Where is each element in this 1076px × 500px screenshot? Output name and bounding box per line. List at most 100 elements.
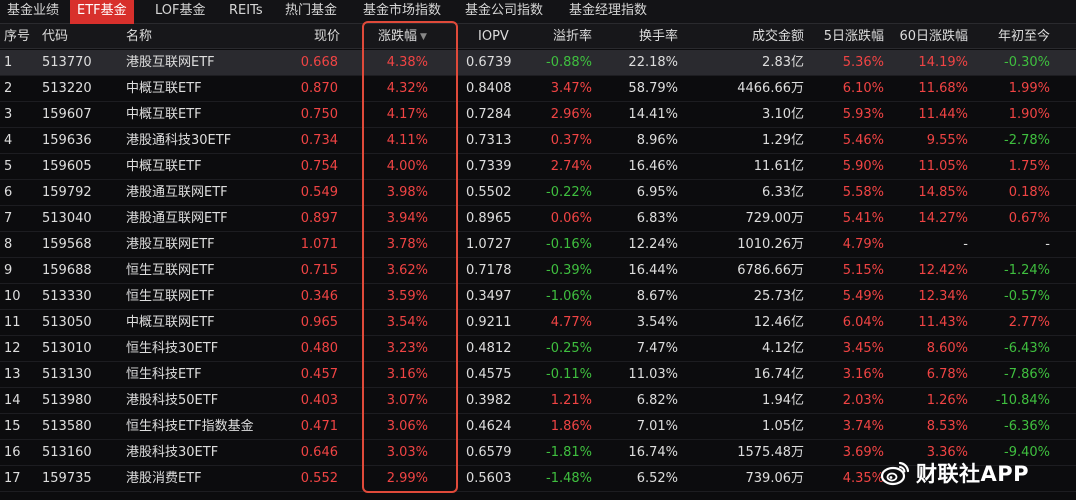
table-row[interactable]: 6 159792 港股通互联网ETF 0.549 3.98% 0.5502 -0.22% 6.… — [0, 180, 1076, 206]
tab-4[interactable]: 热门基金 — [285, 3, 338, 18]
table-row[interactable]: 11 513050 中概互联网ETF 0.965 3.54% 0.9211 4.77% 3.5… — [0, 310, 1076, 336]
cell-seq: 7 — [4, 211, 13, 226]
cell-code: 159568 — [42, 237, 92, 252]
col-header-change-pct[interactable]: 涨跌幅 ▼ — [378, 24, 448, 49]
table-row[interactable]: 1 513770 港股互联网ETF 0.668 4.38% 0.6739 -0.88% 22.… — [0, 50, 1076, 76]
cell-amount: 729.00万 — [745, 211, 805, 226]
cell-code: 513160 — [42, 445, 92, 460]
tab-5[interactable]: 基金市场指数 — [363, 3, 442, 18]
table-row[interactable]: 14 513980 港股科技50ETF 0.403 3.07% 0.3982 1.21% 6.… — [0, 388, 1076, 414]
col-header-ytd[interactable]: 年初至今 — [997, 29, 1050, 44]
cell-turnover: 16.74% — [628, 445, 678, 460]
cell-ytd: -9.40% — [1004, 445, 1050, 460]
col-header-code[interactable]: 代码 — [42, 29, 69, 44]
cell-code: 159688 — [42, 263, 92, 278]
cell-seq: 4 — [4, 133, 13, 148]
col-header-premium[interactable]: 溢折率 — [552, 29, 592, 44]
table-row[interactable]: 4 159636 港股通科技30ETF 0.734 4.11% 0.7313 0.37% 8.… — [0, 128, 1076, 154]
table-row[interactable]: 2 513220 中概互联ETF 0.870 4.32% 0.8408 3.47% 58.79… — [0, 76, 1076, 102]
table-row[interactable]: 13 513130 恒生科技ETF 0.457 3.16% 0.4575 -0.11% 11.… — [0, 362, 1076, 388]
tab-3[interactable]: REITs — [229, 3, 263, 18]
cell-seq: 12 — [4, 341, 21, 356]
table-row[interactable]: 12 513010 恒生科技30ETF 0.480 3.23% 0.4812 -0.25% 7… — [0, 336, 1076, 362]
table-row[interactable]: 17 159735 港股消费ETF 0.552 2.99% 0.5603 -1.48% 6.5… — [0, 466, 1076, 492]
cell-seq: 15 — [4, 419, 21, 434]
cell-seq: 3 — [4, 107, 13, 122]
cell-name: 中概互联ETF — [126, 107, 202, 122]
tab-1[interactable]: ETF基金 — [70, 0, 134, 24]
col-header-turnover[interactable]: 换手率 — [638, 29, 678, 44]
table-row[interactable]: 15 513580 恒生科技ETF指数基金 0.471 3.06% 0.4624 1.86%… — [0, 414, 1076, 440]
cell-name: 恒生科技ETF指数基金 — [126, 419, 254, 434]
cell-premium: -0.88% — [546, 55, 592, 70]
cell-name: 港股通互联网ETF — [126, 211, 228, 226]
cell-amount: 1575.48万 — [737, 445, 804, 460]
cell-chg60d: 12.42% — [918, 263, 968, 278]
cell-premium: 0.06% — [550, 211, 592, 226]
cell-code: 513050 — [42, 315, 92, 330]
col-header-chg60d[interactable]: 60日涨跌幅 — [899, 29, 968, 44]
cell-seq: 1 — [4, 55, 13, 70]
table-row[interactable]: 7 513040 港股通互联网ETF 0.897 3.94% 0.8965 0.06% 6.8… — [0, 206, 1076, 232]
cell-seq: 6 — [4, 185, 13, 200]
cell-name: 中概互联ETF — [126, 159, 202, 174]
cell-change-pct: 3.54% — [386, 315, 428, 330]
cell-name: 中概互联网ETF — [126, 315, 215, 330]
cell-turnover: 7.01% — [636, 419, 678, 434]
cell-code: 159605 — [42, 159, 92, 174]
cell-iopv: 0.7339 — [466, 159, 512, 174]
cell-chg60d: 11.43% — [918, 315, 968, 330]
cell-turnover: 6.95% — [636, 185, 678, 200]
watermark: 财联社APP — [880, 455, 1076, 491]
cell-iopv: 0.5502 — [466, 185, 512, 200]
table-row[interactable]: 10 513330 恒生互联网ETF 0.346 3.59% 0.3497 -1.06% 8.… — [0, 284, 1076, 310]
cell-chg60d: 6.78% — [926, 367, 968, 382]
cell-price: 0.750 — [300, 107, 338, 122]
table-row[interactable]: 9 159688 恒生互联网ETF 0.715 3.62% 0.7178 -0.39% 16.… — [0, 258, 1076, 284]
cell-amount: 16.74亿 — [753, 367, 804, 382]
tab-0[interactable]: 基金业绩 — [7, 3, 60, 18]
cell-chg5d: 2.03% — [842, 393, 884, 408]
cell-ytd: 0.18% — [1008, 185, 1050, 200]
tab-7[interactable]: 基金经理指数 — [569, 3, 648, 18]
col-header-name[interactable]: 名称 — [126, 29, 153, 44]
tab-6[interactable]: 基金公司指数 — [465, 3, 544, 18]
cell-seq: 11 — [4, 315, 21, 330]
cell-chg5d: 5.41% — [842, 211, 884, 226]
col-header-amount[interactable]: 成交金额 — [751, 29, 804, 44]
cell-name: 港股通互联网ETF — [126, 185, 228, 200]
cell-chg5d: 3.74% — [842, 419, 884, 434]
cell-chg5d: 5.93% — [842, 107, 884, 122]
tab-2[interactable]: LOF基金 — [155, 3, 206, 18]
cell-price: 0.480 — [300, 341, 338, 356]
col-header-seq[interactable]: 序号 — [4, 29, 31, 44]
sort-desc-icon: ▼ — [420, 32, 427, 42]
cell-ytd: -10.84% — [995, 393, 1050, 408]
table-header: 序号 代码 名称 现价 涨跌幅 ▼ IOPV 溢折率 换手率 成交金额 5日涨跌幅… — [0, 24, 1076, 49]
table-row[interactable]: 16 513160 港股科技30ETF 0.646 3.03% 0.6579 -1.81% 1… — [0, 440, 1076, 466]
cell-ytd: 2.77% — [1008, 315, 1050, 330]
cell-change-pct: 2.99% — [386, 471, 428, 486]
table-row[interactable]: 3 159607 中概互联ETF 0.750 4.17% 0.7284 2.96% 14.41… — [0, 102, 1076, 128]
cell-amount: 1.05亿 — [762, 419, 804, 434]
cell-turnover: 8.67% — [636, 289, 678, 304]
cell-chg5d: 5.36% — [842, 55, 884, 70]
cell-premium: 2.74% — [550, 159, 592, 174]
cell-chg5d: 5.90% — [842, 159, 884, 174]
col-header-chg5d[interactable]: 5日涨跌幅 — [823, 29, 884, 44]
cell-premium: -1.48% — [546, 471, 592, 486]
col-header-price[interactable]: 现价 — [313, 29, 340, 44]
cell-premium: -0.11% — [546, 367, 592, 382]
cell-premium: 1.21% — [550, 393, 592, 408]
cell-price: 0.754 — [300, 159, 338, 174]
col-header-iopv[interactable]: IOPV — [478, 29, 509, 44]
table-row[interactable]: 8 159568 港股互联网ETF 1.071 3.78% 1.0727 -0.16% 12.… — [0, 232, 1076, 258]
cell-chg60d: 8.53% — [926, 419, 968, 434]
cell-chg5d: 6.04% — [842, 315, 884, 330]
cell-price: 1.071 — [300, 237, 338, 252]
cell-premium: -0.16% — [546, 237, 592, 252]
cell-amount: 12.46亿 — [753, 315, 804, 330]
table-row[interactable]: 5 159605 中概互联ETF 0.754 4.00% 0.7339 2.74% 16.46… — [0, 154, 1076, 180]
cell-premium: 4.77% — [550, 315, 592, 330]
cell-turnover: 7.47% — [636, 341, 678, 356]
